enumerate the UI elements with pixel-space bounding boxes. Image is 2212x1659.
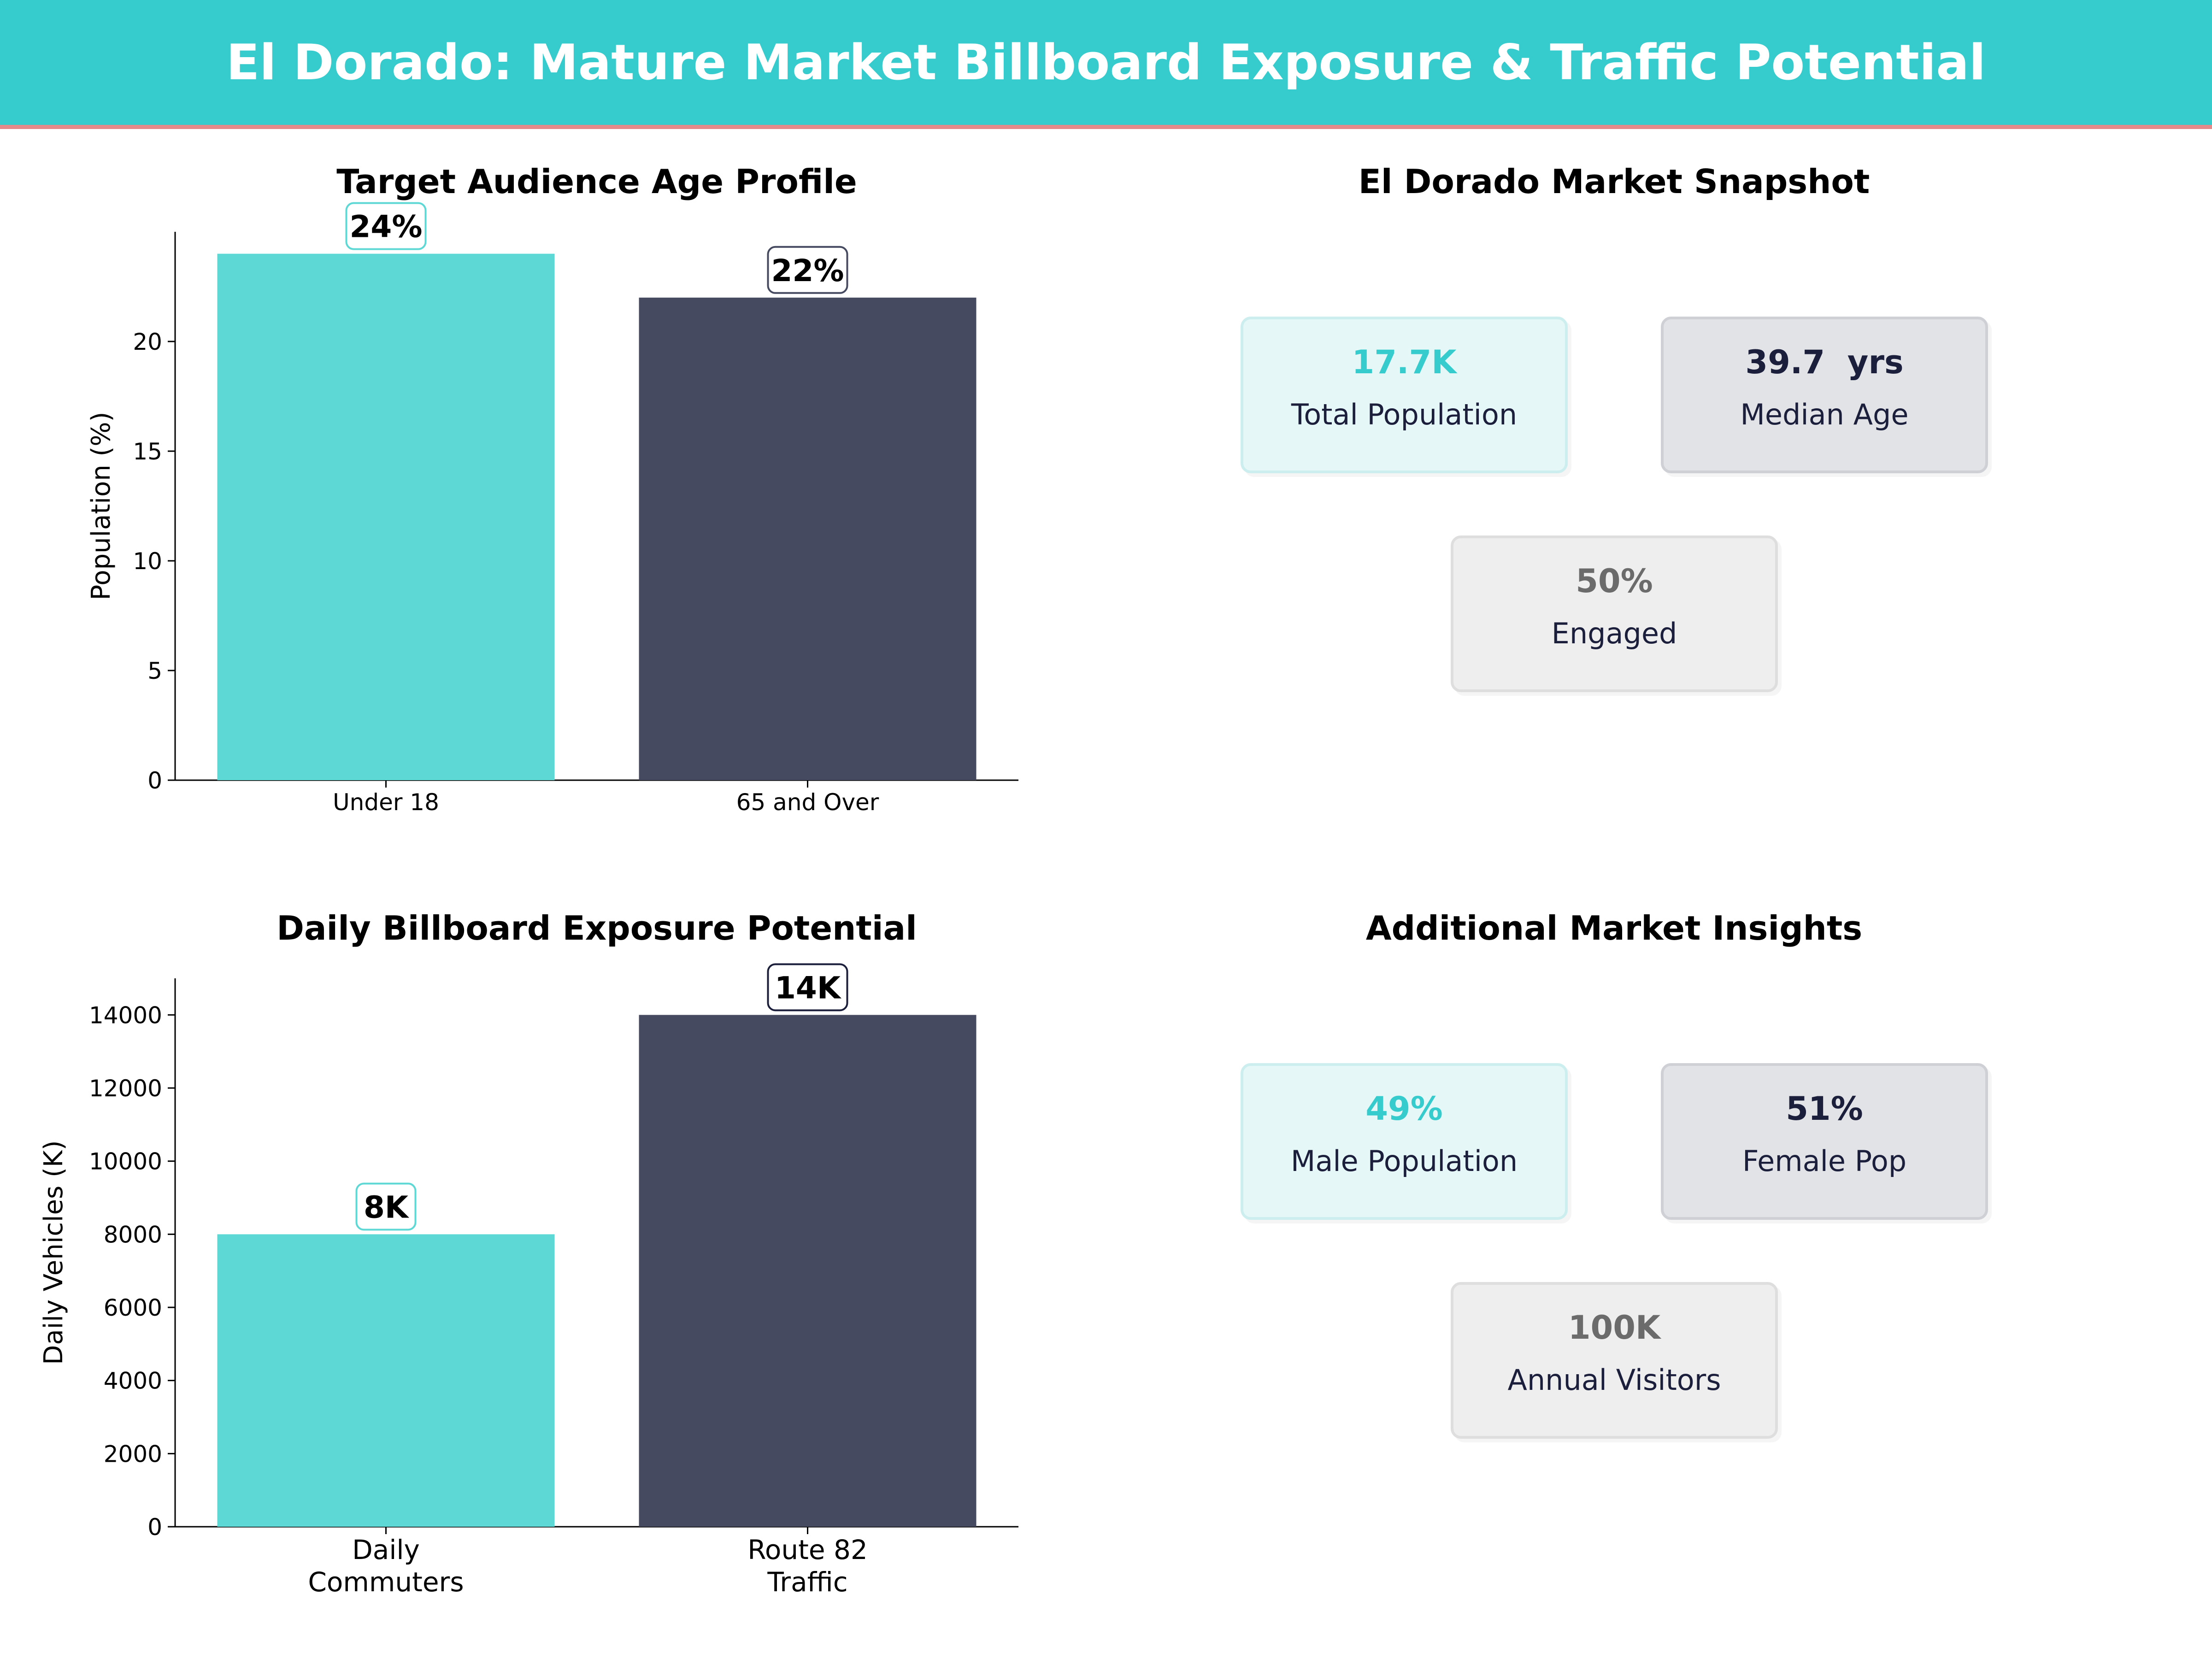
y-tick-label: 10 (133, 548, 162, 575)
data-label: 24% (350, 209, 423, 245)
stat-card-male-population: 49% Male Population (1241, 1063, 1568, 1220)
stat-value: 39.7 yrs (1745, 343, 1904, 381)
stat-value: 49% (1365, 1090, 1443, 1128)
y-tick-label: 2000 (104, 1441, 162, 1467)
y-tick-label: 6000 (104, 1294, 162, 1321)
y-tick-label: 0 (147, 767, 162, 794)
y-tick-label: 20 (133, 329, 162, 355)
exposure-chart-title: Daily Billboard Exposure Potential (276, 909, 917, 947)
stat-value: 50% (1576, 562, 1653, 600)
y-axis-label: Population (%) (86, 412, 116, 600)
y-tick-label: 0 (147, 1514, 162, 1541)
data-label: 8K (364, 1189, 410, 1225)
x-tick-label: Route 82 (747, 1534, 868, 1565)
bar (217, 1234, 555, 1527)
stat-card-total-population: 17.7K Total Population (1241, 317, 1568, 473)
stat-card-annual-visitors: 100K Annual Visitors (1451, 1282, 1778, 1439)
stat-card-female-population: 51% Female Pop (1661, 1063, 1988, 1220)
x-tick-label: Daily (352, 1534, 420, 1565)
y-tick-label: 5 (147, 658, 162, 684)
bar (217, 253, 555, 780)
data-label-box (767, 963, 848, 1012)
stat-card-engaged: 50% Engaged (1451, 535, 1778, 692)
exposure-panel: Daily Billboard Exposure Potential 0 2000… (0, 885, 1106, 1659)
stat-label: Total Population (1291, 398, 1518, 431)
stat-label: Engaged (1551, 617, 1677, 650)
market-snapshot-panel: El Dorado Market Snapshot 17.7K Total Po… (1106, 138, 2212, 853)
y-tick-label: 4000 (104, 1368, 162, 1394)
page-title: El Dorado: Mature Market Billboard Expos… (226, 34, 1986, 91)
age-profile-chart-title: Target Audience Age Profile (336, 162, 857, 201)
title-banner: El Dorado: Mature Market Billboard Expos… (0, 0, 2212, 129)
bar (639, 1015, 977, 1527)
y-axis-label: Daily Vehicles (K) (39, 1140, 69, 1365)
age-profile-chart: 0 5 10 15 20 Population (%) Under 18 24% 65 and … (86, 202, 1018, 816)
y-tick-label: 15 (133, 438, 162, 465)
stat-label: Annual Visitors (1507, 1363, 1721, 1397)
x-tick-label: Under 18 (333, 789, 439, 816)
stat-value: 17.7K (1352, 343, 1457, 381)
stat-label: Female Pop (1742, 1144, 1907, 1178)
data-label-box (355, 1182, 417, 1231)
data-label-box (767, 246, 848, 294)
data-label: 14K (775, 970, 842, 1006)
market-insights-title: Additional Market Insights (1365, 909, 1863, 947)
age-profile-panel: Target Audience Age Profile 0 5 10 15 20 Popu… (0, 138, 1106, 853)
y-tick-label: 12000 (89, 1075, 162, 1102)
market-insights-panel: Additional Market Insights 49% Male Popu… (1106, 885, 2212, 1659)
market-snapshot-title: El Dorado Market Snapshot (1358, 162, 1870, 201)
y-tick-label: 14000 (89, 1002, 162, 1029)
data-label: 22% (771, 253, 844, 288)
stat-value: 51% (1786, 1090, 1863, 1128)
stat-card-median-age: 39.7 yrs Median Age (1661, 317, 1988, 473)
data-label-box (345, 202, 427, 250)
stat-label: Male Population (1290, 1144, 1518, 1178)
stat-value: 100K (1568, 1309, 1661, 1347)
x-tick-label: Commuters (308, 1566, 464, 1598)
exposure-chart: 0 2000 4000 6000 8000 10000 12000 14000 Daily Ve… (39, 963, 1018, 1598)
x-tick-label: Traffic (767, 1566, 847, 1598)
y-tick-label: 10000 (89, 1148, 162, 1175)
bar (639, 297, 977, 780)
stat-label: Median Age (1740, 398, 1909, 431)
y-tick-label: 8000 (104, 1221, 162, 1248)
x-tick-label: 65 and Over (736, 789, 879, 816)
